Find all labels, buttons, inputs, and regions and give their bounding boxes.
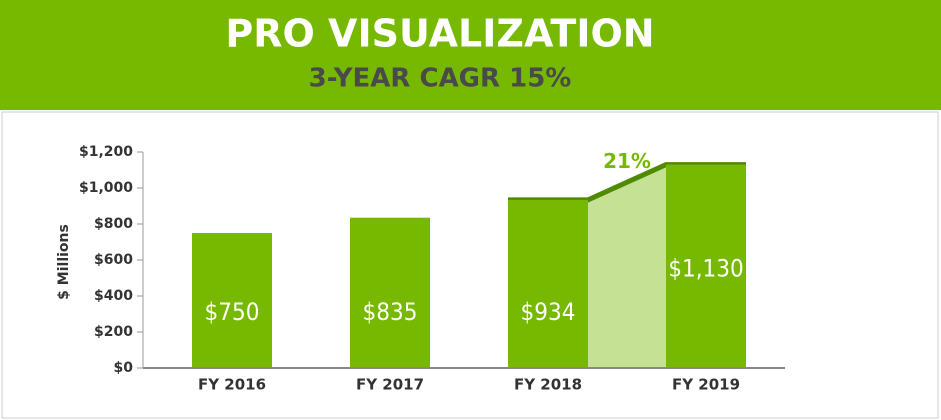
growth-label: 21% (603, 149, 651, 173)
y-tick-label: $1,000 (79, 180, 133, 196)
header-band (0, 0, 941, 110)
y-tick-label: $400 (94, 288, 133, 304)
bar (508, 199, 588, 368)
y-tick-label: $1,200 (79, 144, 133, 160)
plot-frame (1, 111, 939, 419)
y-tick-label: $0 (114, 360, 134, 376)
value-label: $835 (363, 298, 418, 326)
y-axis-label: $ Millions (56, 224, 72, 300)
value-label: $1,130 (668, 255, 744, 283)
value-label: $750 (205, 298, 260, 326)
bar (350, 217, 430, 368)
x-tick-label: FY 2016 (198, 376, 266, 394)
x-tick-label: FY 2018 (514, 376, 582, 394)
growth-area (588, 164, 666, 368)
chart-title: PRO VISUALIZATION (225, 12, 654, 56)
y-tick-label: $200 (94, 324, 133, 340)
bar (666, 164, 746, 368)
value-label: $934 (521, 298, 576, 326)
y-tick-label: $600 (94, 252, 133, 268)
y-tick-label: $800 (94, 216, 133, 232)
x-tick-label: FY 2017 (356, 376, 424, 394)
bar (192, 233, 272, 368)
x-tick-label: FY 2019 (672, 376, 740, 394)
chart-subtitle: 3-YEAR CAGR 15% (309, 64, 572, 94)
